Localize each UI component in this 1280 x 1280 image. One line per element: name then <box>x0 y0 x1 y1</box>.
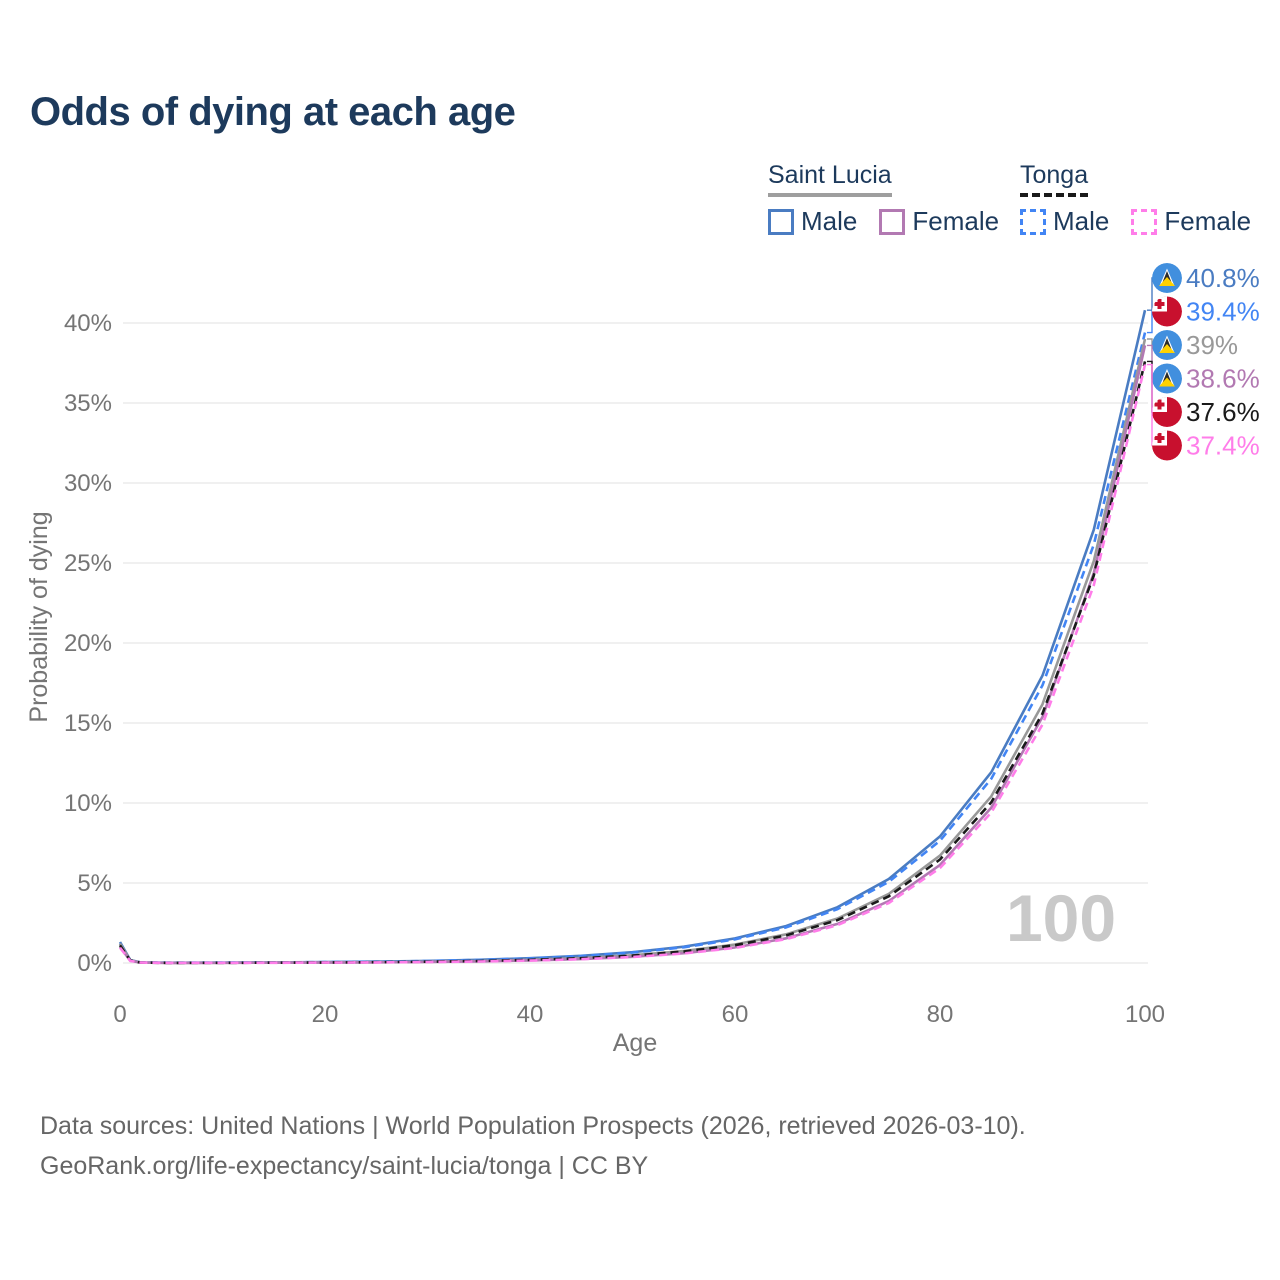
flag-icon-saint-lucia <box>1152 263 1182 293</box>
flag-icon-saint-lucia <box>1152 330 1182 360</box>
y-tick-label: 5% <box>77 870 112 897</box>
y-axis-title: Probability of dying <box>25 511 53 722</box>
legend-label: Male <box>801 206 858 236</box>
x-axis-title: Age <box>613 1029 657 1057</box>
y-tick-label: 40% <box>64 310 112 337</box>
series-line-tonga-combined <box>118 361 1147 965</box>
flag-icon-tonga <box>1152 296 1182 327</box>
end-label-value-tonga-female: 37.4% <box>1186 431 1260 461</box>
x-tick-label: 60 <box>722 1001 749 1028</box>
legend-label: Female <box>912 206 1000 236</box>
x-tick-label: 40 <box>517 1001 544 1028</box>
flag-icon-tonga <box>1152 430 1182 461</box>
y-tick-label: 15% <box>64 710 112 737</box>
checkbox-tonga-female-icon <box>1131 208 1158 235</box>
series-line-saint-lucia-combined <box>118 338 1147 965</box>
source-line-1: Data sources: United Nations | World Pop… <box>40 1112 1026 1140</box>
legend-label: Male <box>1053 206 1110 236</box>
flag-icon-tonga <box>1152 397 1182 427</box>
legend-item-saint-lucia-male[interactable]: Male <box>768 206 857 237</box>
y-tick-label: 30% <box>64 470 112 497</box>
series-line-saint-lucia-female <box>118 345 1147 965</box>
series-line-tonga-male <box>118 332 1147 964</box>
checkbox-saint-lucia-female-icon <box>879 208 906 235</box>
y-tick-label: 10% <box>64 790 112 817</box>
end-label-value-saint-lucia-female: 38.6% <box>1186 364 1260 394</box>
y-tick-label: 0% <box>77 950 112 977</box>
legend-country-saint-lucia: Saint Lucia <box>768 161 892 197</box>
checkbox-saint-lucia-male-icon <box>768 208 794 235</box>
legend-label: Female <box>1164 206 1252 236</box>
end-label-value-tonga-combined: 37.6% <box>1186 397 1260 427</box>
x-tick-label: 20 <box>312 1001 339 1028</box>
end-label-value-saint-lucia-male: 40.8% <box>1186 263 1260 293</box>
source-attribution: Data sources: United Nations | World Pop… <box>40 1106 1026 1186</box>
legend-item-saint-lucia-female[interactable]: Female <box>879 206 999 237</box>
legend-group-saint-lucia: Saint Lucia Male Female <box>768 161 999 237</box>
y-tick-label: 20% <box>64 630 112 657</box>
legend-group-tonga: Tonga Male Female <box>1020 161 1251 237</box>
end-label-value-tonga-male: 39.4% <box>1186 297 1260 327</box>
legend-item-tonga-female[interactable]: Female <box>1131 206 1251 237</box>
age-watermark: 100 <box>1006 881 1116 955</box>
series-line-tonga-female <box>118 364 1147 965</box>
end-label-value-saint-lucia-combined: 39% <box>1186 330 1238 360</box>
source-line-2: GeoRank.org/life-expectancy/saint-lucia/… <box>40 1152 649 1180</box>
x-tick-label: 100 <box>1125 1001 1165 1028</box>
flag-icon-saint-lucia <box>1152 363 1182 394</box>
y-tick-label: 25% <box>64 550 112 577</box>
x-tick-label: 80 <box>927 1001 954 1028</box>
series-line-saint-lucia-male <box>118 309 1147 964</box>
x-tick-label: 0 <box>113 1001 126 1028</box>
checkbox-tonga-male-icon <box>1020 208 1046 235</box>
page-title: Odds of dying at each age <box>30 90 516 134</box>
y-tick-label: 35% <box>64 390 112 417</box>
legend-item-tonga-male[interactable]: Male <box>1020 206 1109 237</box>
legend-country-tonga: Tonga <box>1020 161 1089 197</box>
